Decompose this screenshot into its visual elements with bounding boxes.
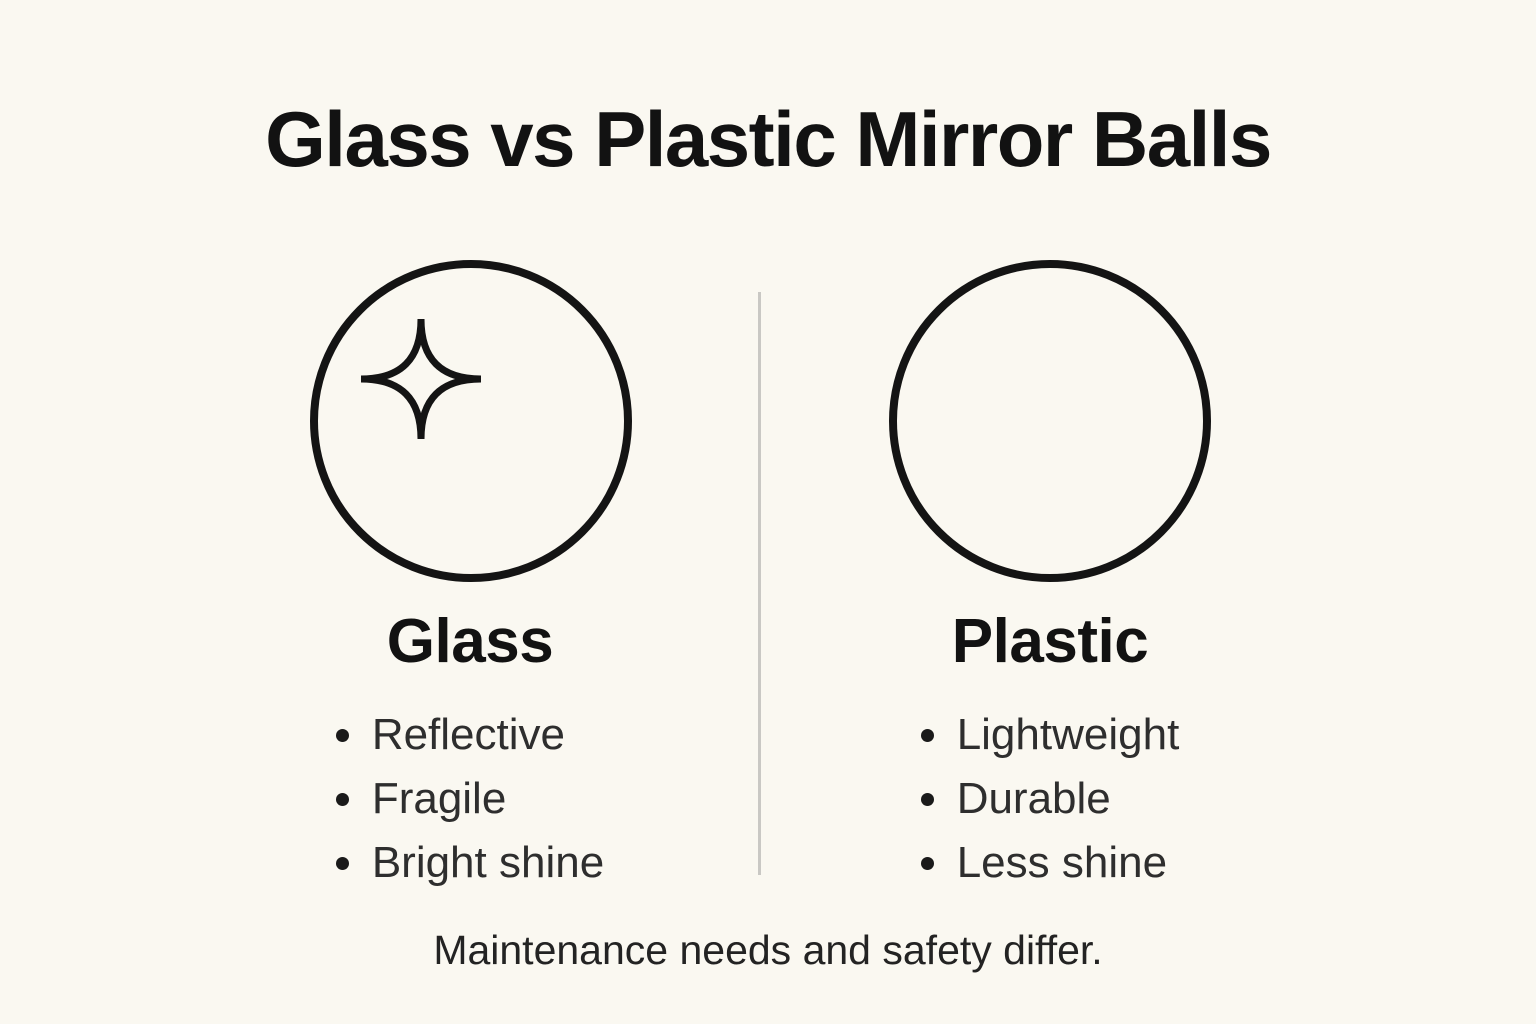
list-item-label: Less shine (956, 838, 1168, 887)
bullet-icon (335, 728, 349, 742)
column-divider-line (758, 292, 761, 875)
list-item-label: Reflective (371, 710, 565, 759)
list-item: Bright shine (335, 831, 605, 895)
circle-sparkle-icon (306, 260, 636, 590)
circle-icon (885, 260, 1215, 590)
page-title: Glass vs Plastic Mirror Balls (265, 95, 1272, 183)
list-item-label: Bright shine (371, 838, 605, 887)
plastic-feature-list: Lightweight Durable Less shine (920, 703, 1180, 895)
bullet-icon (335, 792, 349, 806)
bullet-icon (920, 728, 934, 742)
plastic-heading: Plastic (951, 607, 1149, 676)
list-item: Lightweight (920, 703, 1180, 767)
glass-feature-list: Reflective Fragile Bright shine (335, 703, 605, 895)
glass-feature-list-container: Reflective Fragile Bright shine (180, 703, 760, 895)
list-item: Reflective (335, 703, 604, 767)
glass-ball-figure (306, 256, 636, 586)
list-item-label: Durable (956, 774, 1111, 823)
list-item: Fragile (335, 767, 604, 831)
bullet-icon (920, 792, 934, 806)
plastic-ball-figure (885, 256, 1215, 586)
list-item: Durable (920, 767, 1180, 831)
footer-note: Maintenance needs and safety differ. (433, 927, 1103, 973)
list-item-label: Lightweight (956, 710, 1180, 759)
glass-heading: Glass (386, 607, 554, 676)
bullet-icon (335, 856, 349, 870)
list-item: Less shine (920, 831, 1180, 895)
plastic-feature-list-container: Lightweight Durable Less shine (760, 703, 1340, 895)
bullet-icon (920, 856, 934, 870)
list-item-label: Fragile (371, 774, 507, 823)
